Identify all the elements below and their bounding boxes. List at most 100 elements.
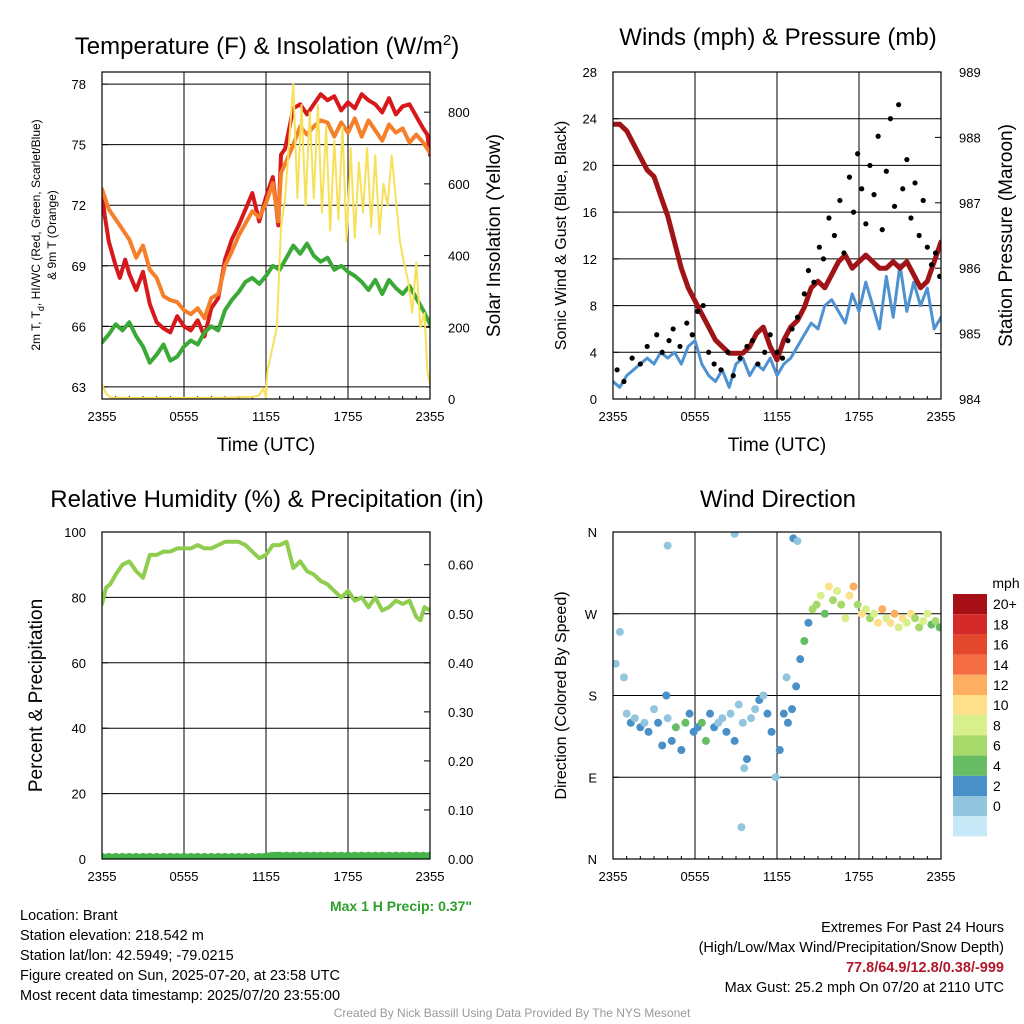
gust-point	[789, 326, 795, 332]
direction-point	[747, 714, 756, 723]
gust-point	[863, 221, 869, 227]
gust-point	[883, 168, 889, 174]
direction-point	[931, 617, 940, 626]
gust-point	[737, 355, 743, 361]
x-tick-label: 2355	[599, 869, 628, 884]
y2-tick-label: 0.10	[448, 803, 473, 818]
direction-point	[853, 600, 862, 609]
gust-point	[831, 232, 838, 239]
colorbar-label: 4	[993, 758, 1001, 774]
gust-point	[937, 273, 941, 279]
y-tick-label: 4	[590, 345, 597, 360]
direction-point	[829, 596, 838, 605]
y2-axis-label: Station Pressure (Maroon)	[996, 124, 1017, 347]
gust-point	[805, 267, 812, 274]
plot-area	[613, 532, 941, 832]
direction-point	[796, 655, 805, 664]
direction-point	[788, 705, 797, 714]
direction-point	[874, 618, 883, 627]
gust-point	[846, 174, 853, 180]
y2-tick-label: 0.60	[448, 558, 473, 573]
extremes-title: Extremes For Past 24 Hours	[821, 920, 1004, 936]
y-tick-label: 80	[72, 590, 86, 605]
direction-point	[726, 709, 735, 718]
x-tick-label: 2355	[88, 409, 117, 424]
gust-point	[879, 227, 885, 233]
x-tick-label: 0555	[681, 869, 710, 884]
gust-point	[932, 250, 939, 256]
plot-frame	[101, 531, 431, 860]
x-tick-label: 0555	[170, 869, 199, 884]
direction-point	[677, 746, 686, 754]
gust-point	[908, 215, 914, 221]
y-tick-label: 75	[72, 138, 86, 153]
y2-tick-label: 984	[959, 392, 981, 407]
y2-tick-label: 985	[959, 327, 981, 342]
direction-point	[775, 746, 784, 754]
y2-tick-label: 988	[959, 130, 981, 145]
gust-point	[859, 186, 865, 192]
y-tick-label: 28	[583, 65, 597, 80]
colorbar-label: 10	[993, 697, 1009, 713]
direction-point	[870, 609, 879, 618]
direction-point	[783, 718, 792, 727]
gust-point	[826, 215, 832, 221]
gust-point	[794, 314, 801, 320]
gust-point	[700, 302, 706, 309]
y-tick-label: N	[588, 525, 597, 540]
gust-point	[689, 332, 695, 338]
colorbar-unit: mph	[992, 575, 1019, 591]
gust-point	[841, 250, 847, 256]
x-tick-label: 0555	[681, 409, 710, 424]
gust-point	[762, 349, 768, 355]
colorbar-swatch	[953, 796, 987, 817]
y-axis-label: Sonic Wind & Gust (Blue, Black)	[553, 121, 570, 350]
plot-frame	[612, 71, 942, 400]
y2-tick-label: 0	[448, 392, 455, 407]
y-tick-label: 8	[590, 299, 597, 314]
y-tick-label: 63	[72, 380, 86, 395]
colorbar-label: 6	[993, 738, 1001, 754]
direction-point	[800, 637, 809, 645]
y-tick-label: 78	[72, 77, 86, 92]
gust-point	[850, 209, 857, 215]
gust-point	[677, 343, 683, 350]
colorbar-label: 16	[993, 637, 1009, 653]
latlon-text: Station lat/lon: 42.5949; -79.0215	[20, 948, 234, 964]
rh-line	[102, 539, 430, 623]
y-tick-label: N	[588, 852, 597, 867]
temperature-panel: Temperature (F) & Insolation (W/m2)2355 0…	[29, 32, 505, 456]
gust-point	[614, 367, 620, 373]
colorbar-swatch	[953, 695, 987, 716]
direction-point	[792, 682, 801, 691]
gust-point	[867, 162, 873, 169]
t9m-line	[102, 116, 430, 321]
direction-point	[667, 736, 676, 745]
gust-point	[695, 308, 701, 315]
x-tick-label: 2355	[927, 869, 956, 884]
direction-point	[730, 736, 739, 745]
x-tick-label: 1155	[252, 409, 280, 424]
direction-point	[737, 823, 746, 832]
y-tick-label: 20	[72, 787, 86, 802]
chart-title: Temperature (F) & Insolation (W/m2)	[75, 32, 459, 60]
direction-point	[915, 623, 924, 632]
y2-tick-label: 800	[448, 105, 470, 120]
gust-point	[801, 291, 807, 297]
pressure-line	[613, 121, 941, 363]
direction-point	[833, 587, 842, 596]
x-tick-label: 0555	[170, 409, 199, 424]
direction-point	[837, 600, 846, 609]
chart-title: Winds (mph) & Pressure (mb)	[619, 24, 936, 51]
x-tick-label: 2355	[88, 869, 117, 884]
y-tick-label: S	[588, 689, 597, 704]
y2-axis-label: Solar Insolation (Yellow)	[484, 134, 505, 337]
y-axis-label: Percent & Precipitation	[26, 599, 47, 792]
direction-point	[824, 582, 833, 591]
elevation-text: Station elevation: 218.542 m	[20, 928, 204, 944]
x-tick-label: 2355	[416, 409, 445, 424]
gust-point	[900, 186, 906, 192]
gust-point	[718, 367, 724, 373]
colorbar-label: 2	[993, 778, 1001, 794]
